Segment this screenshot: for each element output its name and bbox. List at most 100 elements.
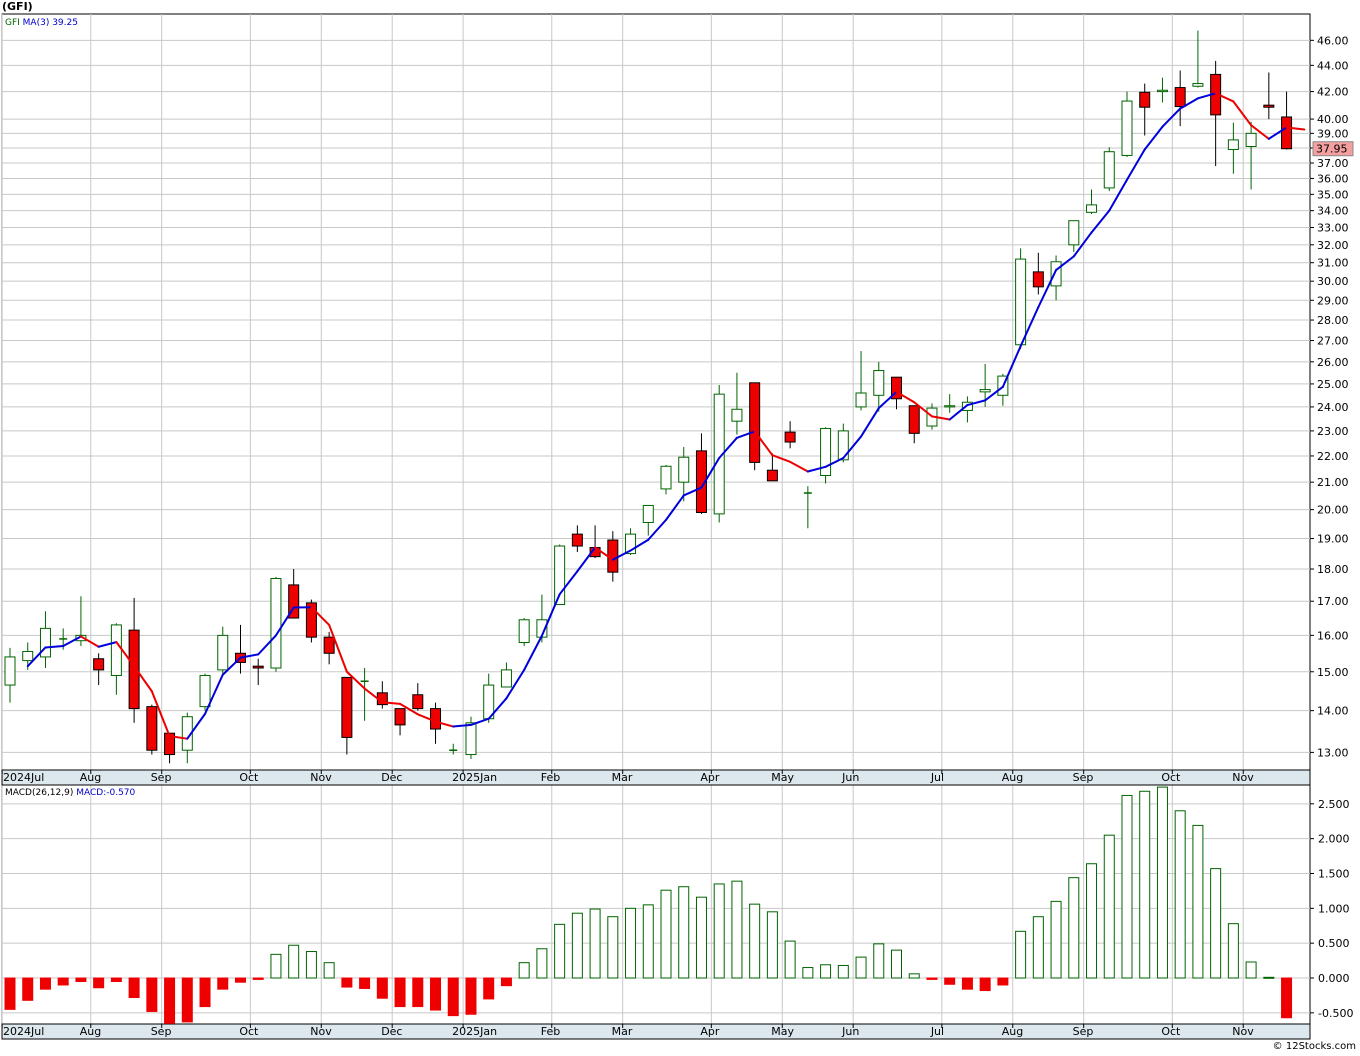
ma-line-segment xyxy=(824,456,845,468)
candlestick xyxy=(1156,77,1168,103)
macd-bar-positive xyxy=(908,973,920,979)
macd-bar-negative xyxy=(961,977,973,990)
site-credit: © 12Stocks.com xyxy=(1272,1041,1356,1052)
candlestick xyxy=(1174,70,1186,127)
candle-body-down xyxy=(1032,271,1044,288)
macd-x-tick-label: Oct xyxy=(239,1025,259,1038)
macd-bar-negative xyxy=(252,977,264,980)
macd-bar-positive xyxy=(1210,868,1222,979)
ma-line-segment xyxy=(1090,209,1111,234)
candle-body-up xyxy=(270,577,282,669)
macd-bar-negative xyxy=(926,977,938,980)
ma-line-segment xyxy=(877,390,898,410)
price-y-tick-label: 33.00 xyxy=(1317,221,1349,234)
price-date-band xyxy=(1,769,1311,786)
price-x-tick-label: Nov xyxy=(310,771,332,784)
price-y-tick-label: 25.00 xyxy=(1317,378,1349,391)
candle-body-up xyxy=(855,392,867,408)
ma-line-segment xyxy=(505,668,526,700)
macd-x-tick-label: Apr xyxy=(700,1025,720,1038)
macd-x-tick-label: Dec xyxy=(381,1025,402,1038)
price-y-tick-label: 16.00 xyxy=(1317,629,1349,642)
candle-body-down xyxy=(93,658,105,671)
candle-body-up xyxy=(660,465,672,490)
candlestick xyxy=(642,504,654,536)
macd-y-tick-label: 1.500 xyxy=(1318,867,1350,880)
candle-body-up xyxy=(500,669,512,688)
macd-bar-negative xyxy=(412,977,424,1008)
candle-body-up xyxy=(837,430,849,461)
ma-line-segment xyxy=(1055,255,1075,272)
candlestick xyxy=(146,704,158,755)
price-y-tick-label: 42.00 xyxy=(1317,86,1349,99)
macd-x-tick-label: Nov xyxy=(310,1025,332,1038)
candlestick xyxy=(1139,83,1151,136)
price-y-tick-label: 20.00 xyxy=(1317,504,1349,517)
macd-y-tick-label: 1.000 xyxy=(1318,902,1350,915)
candlestick xyxy=(908,405,920,444)
price-x-tick-label: 2025Jan xyxy=(452,771,497,784)
candlestick xyxy=(731,372,743,435)
candle-body-down xyxy=(305,602,317,638)
candlestick xyxy=(891,376,902,410)
candlestick xyxy=(270,576,282,672)
candle-body-down xyxy=(908,405,920,434)
candle-body-up xyxy=(1245,132,1257,147)
macd-bar-positive xyxy=(713,883,725,979)
ma-line-segment xyxy=(257,634,277,656)
candle-body-down xyxy=(128,629,140,710)
macd-y-tick-label: 0.500 xyxy=(1318,937,1350,950)
candle-body-up xyxy=(4,656,16,686)
macd-x-tick-label: Sep xyxy=(151,1025,172,1038)
ma-line-segment xyxy=(718,436,738,459)
ma-line-segment xyxy=(62,635,82,648)
price-y-tick-label: 23.00 xyxy=(1317,425,1349,438)
candle-body-up xyxy=(1068,220,1080,246)
macd-x-tick-label: 2025Jan xyxy=(452,1025,497,1038)
price-y-tick-label: 15.00 xyxy=(1317,666,1349,679)
price-x-tick-label: Mar xyxy=(612,771,633,784)
price-y-tick-label: 28.00 xyxy=(1317,314,1349,327)
candlestick xyxy=(360,668,369,721)
ma-line-segment xyxy=(186,712,207,740)
macd-y-tick-label: 2.000 xyxy=(1318,833,1350,846)
ma-line-segment xyxy=(1161,107,1182,128)
candlestick xyxy=(855,351,867,411)
price-y-tick-label: 21.00 xyxy=(1317,476,1349,489)
candle-body-up xyxy=(979,389,991,393)
price-x-tick-label: 2024Jul xyxy=(3,771,44,784)
candle-body-down xyxy=(288,584,300,619)
candle-body-up xyxy=(110,624,122,677)
ma-line-segment xyxy=(168,735,189,740)
macd-bar-negative xyxy=(394,977,406,1008)
macd-bar-positive xyxy=(536,948,548,979)
macd-bar-positive xyxy=(1245,961,1257,979)
candlestick xyxy=(412,683,424,711)
candlestick xyxy=(749,382,761,471)
macd-bar-positive xyxy=(518,962,530,979)
candlestick xyxy=(93,653,105,686)
ma-line-segment xyxy=(1214,92,1235,103)
macd-bar-negative xyxy=(39,977,51,990)
macd-bar-positive xyxy=(642,904,654,979)
candle-body-up xyxy=(518,619,530,643)
candlestick xyxy=(1086,189,1098,214)
macd-bar-positive xyxy=(820,964,832,979)
candlestick xyxy=(4,647,16,703)
price-y-tick-label: 36.00 xyxy=(1317,172,1349,185)
macd-bar-positive xyxy=(766,911,778,979)
candlestick xyxy=(571,525,583,553)
price-y-tick-label: 37.00 xyxy=(1317,157,1349,170)
macd-bar-positive xyxy=(1103,834,1115,979)
candle-body-down xyxy=(784,431,796,443)
candle-body-down xyxy=(323,636,335,654)
candle-body-down xyxy=(394,708,406,726)
ma-line-segment xyxy=(1072,231,1093,258)
price-y-tick-label: 35.00 xyxy=(1317,188,1349,201)
price-y-tick-label: 19.00 xyxy=(1317,533,1349,546)
macd-bar-negative xyxy=(944,977,956,985)
ma-line-segment xyxy=(1285,126,1306,131)
macd-bar-positive xyxy=(1156,786,1168,979)
candle-body-up xyxy=(181,716,193,751)
ma-line-segment xyxy=(399,702,419,716)
